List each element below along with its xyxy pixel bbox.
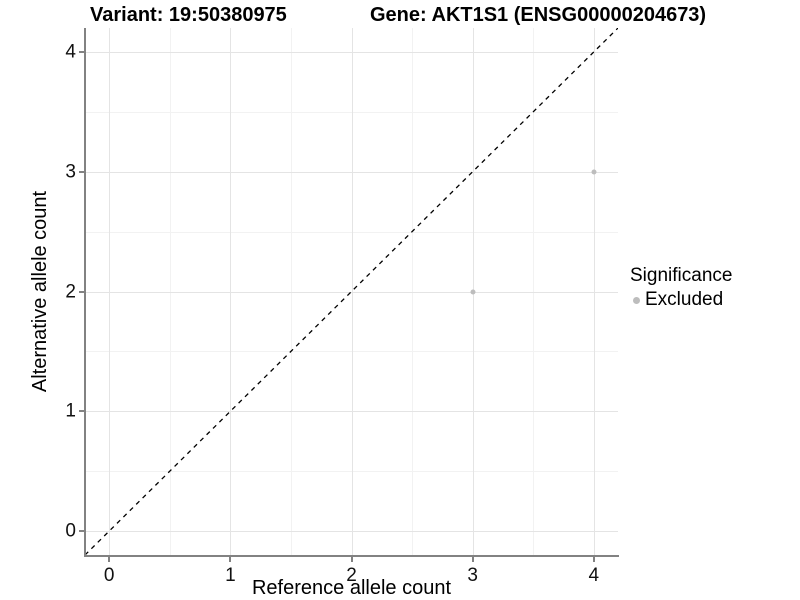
x-tick-label: 0 (103, 565, 115, 586)
x-axis-tick (592, 557, 595, 562)
gridline-major-y (85, 291, 618, 293)
gridline-major-y (85, 171, 618, 173)
y-tick-label: 4 (65, 41, 76, 63)
y-axis-tick (79, 410, 84, 413)
y-tick-label: 1 (65, 400, 76, 422)
x-tick-label: 4 (588, 565, 600, 586)
y-axis-title: Alternative allele count (29, 190, 52, 393)
identity-dashed-line (85, 28, 618, 555)
y-axis-tick (79, 530, 84, 533)
gene-title: Gene: AKT1S1 (ENSG00000204673) (370, 4, 707, 26)
x-axis-tick (108, 557, 111, 562)
data-point (470, 289, 476, 294)
legend-item-label: Excluded (645, 289, 724, 310)
x-axis-tick (471, 557, 474, 562)
legend: Significance Excluded (630, 265, 732, 311)
y-axis-tick (79, 50, 84, 53)
variant-title: Variant: 19:50380975 (90, 4, 287, 26)
y-axis-tick (79, 290, 84, 293)
y-axis-tick (79, 170, 84, 173)
x-tick-label: 1 (225, 565, 236, 586)
x-axis-line (84, 555, 619, 557)
legend-key-dot-icon (633, 296, 640, 304)
x-axis-tick (229, 557, 232, 562)
y-tick-label: 3 (65, 161, 76, 183)
x-axis-tick (350, 557, 353, 562)
y-axis-line (84, 28, 86, 557)
x-tick-label: 3 (467, 565, 478, 586)
y-tick-label: 0 (65, 520, 76, 542)
data-point (591, 169, 597, 175)
gridline-major-y (85, 411, 618, 413)
legend-item-excluded: Excluded (633, 289, 732, 311)
x-tick-label: 2 (346, 565, 357, 586)
y-tick-label: 2 (65, 281, 76, 302)
gridline-major-y (85, 531, 618, 533)
legend-title: Significance (630, 265, 733, 286)
plot-panel (85, 28, 618, 555)
gridline-major-y (85, 51, 618, 53)
x-axis-title: Reference allele count (251, 577, 451, 599)
y-axis-title-wrap: Alternative allele count (24, 28, 58, 555)
